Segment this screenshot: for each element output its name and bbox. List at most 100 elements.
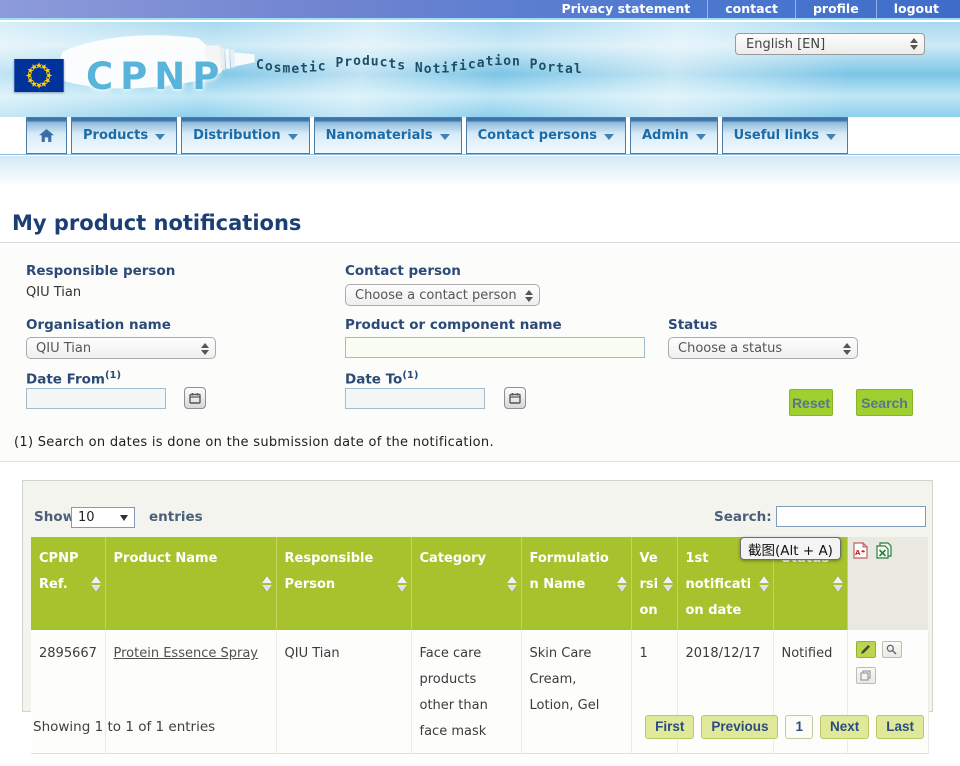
heading-divider [0, 242, 960, 243]
column-label: Formulation Name [529, 551, 609, 592]
excel-export-icon[interactable] [876, 542, 892, 569]
previous-page-button[interactable]: Previous [701, 715, 779, 739]
column-header-formulation-name[interactable]: Formulation Name [521, 537, 632, 630]
contact-person-select[interactable]: Choose a contact person [345, 284, 540, 306]
chevron-down-icon [439, 133, 450, 140]
language-select[interactable]: English [EN] [735, 33, 925, 55]
column-header-version[interactable]: Version [631, 537, 678, 630]
date-from-footnote-marker: (1) [104, 370, 122, 381]
product-link[interactable]: Protein Essence Spray [113, 646, 259, 661]
select-stepper-icon [910, 38, 918, 50]
nav-tab-contact-persons[interactable]: Contact persons [465, 117, 626, 154]
nav-tab-distribution[interactable]: Distribution [181, 117, 310, 154]
table-search-input[interactable] [776, 506, 926, 527]
search-filters-section: Responsible person QIU Tian Contact pers… [0, 247, 960, 462]
column-label: CPNP Ref. [39, 551, 79, 592]
edit-button[interactable] [855, 641, 876, 658]
sort-icon[interactable] [396, 575, 407, 592]
column-header-actions: A [847, 537, 928, 630]
sort-icon[interactable] [506, 575, 517, 592]
reset-button[interactable]: Reset [789, 389, 833, 416]
home-icon [39, 129, 54, 142]
chevron-down-icon [287, 133, 298, 140]
logout-link[interactable]: logout [875, 0, 956, 18]
chevron-down-icon [603, 133, 614, 140]
nav-tab-useful-links[interactable]: Useful links [721, 117, 849, 154]
top-bar: Privacy statement contact profile logout [0, 0, 960, 20]
next-page-button[interactable]: Next [819, 715, 870, 739]
pdf-export-icon[interactable]: A [852, 541, 868, 569]
column-label: 1st notification date [685, 551, 752, 618]
dates-footnote: (1) Search on dates is done on the submi… [14, 435, 494, 450]
product-name-input[interactable] [345, 337, 645, 358]
view-details-button[interactable] [881, 641, 902, 658]
status-select[interactable]: Choose a status [668, 337, 858, 359]
sort-icon[interactable] [261, 575, 272, 592]
screenshot-tooltip: 截图(Alt + A) [740, 537, 841, 560]
date-from-input[interactable] [26, 388, 166, 409]
copy-icon [860, 670, 871, 681]
main-nav: Products Distribution Nanomaterials Cont… [0, 117, 960, 155]
results-panel: Show 10 entries Search: CPNP Ref. Produc… [22, 480, 933, 754]
entries-label: entries [149, 509, 203, 525]
chevron-down-icon [826, 133, 837, 140]
first-page-button[interactable]: First [645, 715, 695, 739]
status-select-value: Choose a status [678, 340, 783, 356]
contact-link[interactable]: contact [707, 0, 795, 18]
page-size-value: 10 [78, 510, 95, 525]
cell-category: Face care products other than face mask [411, 630, 522, 754]
cell-cpnp-ref: 2895667 [31, 630, 106, 754]
pagination: First Previous 1 Next Last [645, 715, 924, 739]
chevron-down-icon [155, 133, 166, 140]
search-button[interactable]: Search [856, 389, 913, 416]
nav-tab-admin[interactable]: Admin [629, 117, 718, 154]
sort-icon[interactable] [758, 575, 769, 592]
column-header-cpnp-ref[interactable]: CPNP Ref. [31, 537, 106, 630]
contact-person-label: Contact person [345, 263, 461, 279]
column-label: Responsible Person [284, 551, 374, 592]
magnifier-icon [886, 644, 897, 655]
nav-tab-nanomaterials[interactable]: Nanomaterials [313, 117, 462, 154]
contact-person-select-value: Choose a contact person [355, 287, 517, 303]
status-label: Status [668, 317, 718, 333]
nav-tab-label: Nanomaterials [325, 128, 433, 143]
select-stepper-icon [201, 343, 209, 355]
current-page-button[interactable]: 1 [785, 715, 813, 739]
privacy-statement-link[interactable]: Privacy statement [561, 1, 691, 16]
column-header-category[interactable]: Category [411, 537, 522, 630]
column-header-first-notification-date[interactable]: 1st notification date [677, 537, 774, 630]
date-from-calendar-button[interactable] [184, 387, 206, 409]
tube-illustration [59, 35, 255, 89]
profile-link[interactable]: profile [794, 0, 876, 18]
nav-tab-label: Contact persons [477, 128, 597, 143]
last-page-button[interactable]: Last [876, 715, 924, 739]
column-header-product-name[interactable]: Product Name [105, 537, 277, 630]
sort-icon[interactable] [662, 575, 673, 592]
nav-fade-strip [0, 156, 960, 186]
nav-tab-label: Useful links [733, 128, 820, 143]
nav-tab-products[interactable]: Products [71, 117, 178, 154]
organisation-name-select[interactable]: QIU Tian [26, 337, 216, 359]
page-size-select[interactable]: 10 [71, 507, 135, 528]
calendar-icon [189, 393, 201, 404]
sort-icon[interactable] [90, 575, 101, 592]
nav-tab-label: Distribution [193, 128, 281, 143]
product-name-label: Product or component name [345, 317, 562, 333]
sort-icon[interactable] [616, 575, 627, 592]
cell-responsible-person: QIU Tian [276, 630, 412, 754]
date-to-calendar-button[interactable] [504, 387, 526, 409]
cpnp-logo-text: CPNP [86, 55, 227, 98]
date-to-footnote-marker: (1) [402, 370, 419, 381]
pencil-icon [861, 645, 870, 654]
column-label: Product Name [113, 551, 218, 566]
sort-icon[interactable] [832, 575, 843, 592]
nav-tab-label: Products [83, 128, 149, 143]
page-title: My product notifications [12, 211, 302, 235]
language-select-value: English [EN] [746, 36, 826, 52]
copy-button[interactable] [855, 667, 876, 684]
column-header-responsible-person[interactable]: Responsible Person [276, 537, 412, 630]
date-to-input[interactable] [345, 388, 485, 409]
nav-home-tab[interactable] [26, 117, 67, 154]
cell-product-name: Protein Essence Spray [105, 630, 277, 754]
entries-summary: Showing 1 to 1 of 1 entries [33, 719, 216, 735]
